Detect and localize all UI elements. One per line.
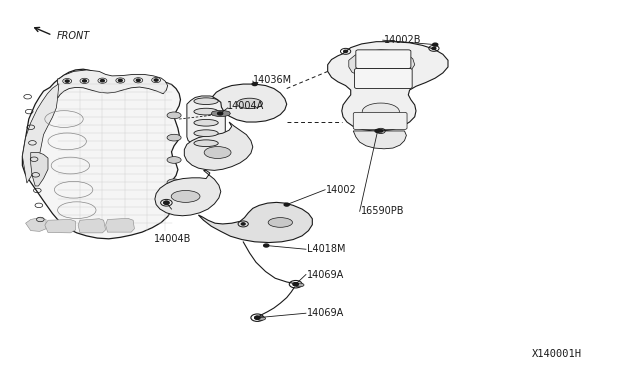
Text: FRONT: FRONT (56, 31, 90, 41)
Text: 14004B: 14004B (154, 234, 191, 244)
Polygon shape (349, 50, 415, 80)
Polygon shape (353, 131, 406, 149)
FancyBboxPatch shape (353, 112, 407, 129)
Circle shape (432, 47, 436, 49)
Circle shape (100, 80, 104, 82)
Circle shape (293, 283, 298, 286)
Circle shape (164, 201, 169, 204)
Text: 14069A: 14069A (307, 270, 344, 279)
Ellipse shape (167, 134, 181, 141)
Polygon shape (212, 84, 287, 122)
Circle shape (255, 316, 260, 319)
Circle shape (255, 316, 260, 319)
Ellipse shape (237, 98, 262, 109)
Circle shape (433, 43, 438, 46)
Polygon shape (155, 170, 221, 216)
Polygon shape (211, 110, 230, 116)
Polygon shape (198, 202, 312, 243)
Polygon shape (184, 122, 253, 170)
Polygon shape (22, 84, 59, 183)
Text: 14069A: 14069A (307, 308, 344, 318)
Ellipse shape (167, 112, 181, 119)
Circle shape (379, 130, 383, 132)
Circle shape (218, 112, 223, 115)
Circle shape (375, 129, 380, 132)
Polygon shape (78, 219, 106, 233)
Polygon shape (26, 218, 46, 231)
Text: L4018M: L4018M (307, 244, 346, 254)
Ellipse shape (257, 317, 266, 320)
Circle shape (344, 50, 348, 52)
Ellipse shape (167, 157, 181, 163)
Text: 14002: 14002 (326, 185, 357, 195)
Ellipse shape (295, 283, 304, 287)
Circle shape (118, 79, 122, 81)
Circle shape (241, 223, 245, 225)
Ellipse shape (194, 130, 218, 137)
Ellipse shape (194, 119, 218, 126)
FancyBboxPatch shape (355, 68, 412, 89)
Ellipse shape (204, 147, 231, 158)
Polygon shape (22, 69, 180, 239)
Circle shape (164, 201, 169, 204)
Circle shape (264, 244, 269, 247)
Ellipse shape (268, 218, 292, 227)
Ellipse shape (172, 190, 200, 202)
Text: X140001H: X140001H (532, 349, 582, 359)
Circle shape (293, 283, 298, 286)
Ellipse shape (167, 179, 181, 186)
Polygon shape (45, 219, 76, 233)
Circle shape (83, 80, 86, 82)
Ellipse shape (362, 103, 399, 120)
Circle shape (65, 80, 69, 82)
Ellipse shape (194, 108, 218, 115)
Polygon shape (58, 70, 168, 98)
Circle shape (154, 79, 158, 81)
Text: 14004A: 14004A (227, 101, 264, 110)
Polygon shape (187, 96, 225, 147)
Circle shape (136, 79, 140, 81)
Circle shape (284, 203, 289, 206)
Text: 14002B: 14002B (384, 35, 422, 45)
Polygon shape (106, 218, 134, 232)
FancyBboxPatch shape (356, 50, 411, 68)
Polygon shape (328, 42, 448, 131)
Text: 16590PB: 16590PB (361, 206, 404, 216)
Ellipse shape (194, 140, 218, 147)
Ellipse shape (194, 98, 218, 105)
Circle shape (252, 83, 257, 86)
Text: 14036M: 14036M (253, 75, 292, 84)
Polygon shape (31, 153, 48, 186)
